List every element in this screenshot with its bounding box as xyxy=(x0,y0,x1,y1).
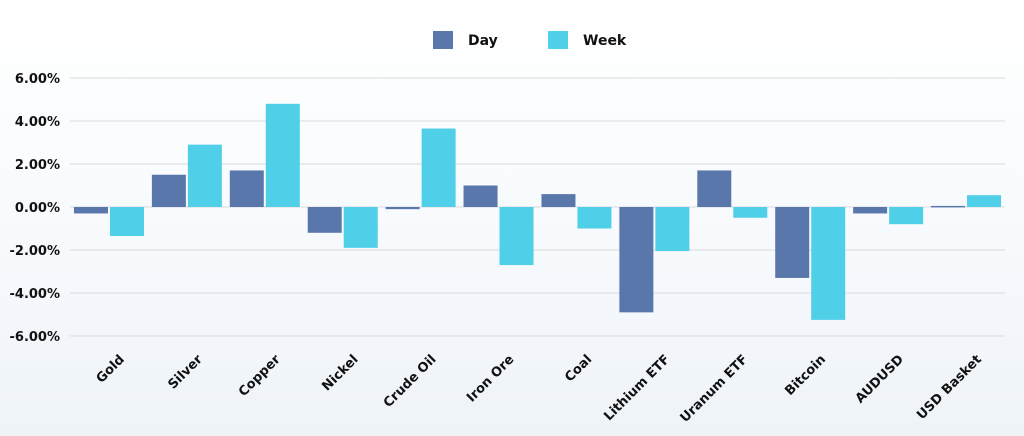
y-tick-label: 2.00% xyxy=(15,158,60,173)
bar-day-lithium-etf xyxy=(619,207,654,313)
x-axis-label: Crude Oil xyxy=(381,352,440,411)
x-axis-label: Copper xyxy=(236,352,284,400)
grid-layer xyxy=(70,77,1005,337)
bar-week-coal xyxy=(577,207,612,229)
y-tick-label: 4.00% xyxy=(15,115,60,130)
bar-day-crude-oil xyxy=(385,207,420,210)
bar-day-nickel xyxy=(307,207,342,233)
bar-day-silver xyxy=(151,174,186,207)
bar-week-copper xyxy=(265,103,300,207)
bar-day-audusd xyxy=(853,207,888,214)
y-tick-label: -6.00% xyxy=(10,330,61,345)
bar-day-coal xyxy=(541,194,576,207)
y-tick-label: 6.00% xyxy=(15,72,60,87)
x-axis-label: AUDUSD xyxy=(853,352,907,406)
bar-day-copper xyxy=(229,170,264,207)
bar-week-crude-oil xyxy=(421,128,456,207)
bar-week-usd-basket xyxy=(967,195,1002,207)
bar-week-audusd xyxy=(889,207,924,225)
x-axis-label: Nickel xyxy=(319,352,361,394)
y-axis-ticks: 6.00% 4.00% 2.00% 0.00% -2.00% -4.00% -6.00% xyxy=(10,72,61,345)
x-axis-label: Lithium ETF xyxy=(601,352,673,424)
bars-layer xyxy=(73,103,1002,320)
bar-day-iron-ore xyxy=(463,185,498,207)
bar-week-bitcoin xyxy=(811,207,846,320)
bar-week-silver xyxy=(187,144,222,207)
x-axis-labels: Gold Silver Copper Nickel Crude Oil Iron Ore C… xyxy=(94,352,985,426)
bar-day-bitcoin xyxy=(775,207,810,278)
x-axis-label: Coal xyxy=(562,352,595,385)
legend-swatch-week xyxy=(548,31,568,49)
x-axis-label: Gold xyxy=(94,352,128,386)
x-axis-label: Uranum ETF xyxy=(678,352,752,426)
x-axis-label: Bitcoin xyxy=(782,352,829,399)
bar-day-usd-basket xyxy=(931,205,966,208)
legend-label-week: Week xyxy=(583,33,627,49)
y-tick-label: -2.00% xyxy=(10,244,61,259)
bar-day-uranum-etf xyxy=(697,170,732,207)
x-axis-label: Silver xyxy=(165,352,206,393)
bar-week-iron-ore xyxy=(499,207,534,266)
legend-label-day: Day xyxy=(468,33,498,49)
bar-week-nickel xyxy=(343,207,378,248)
x-axis-label: USD Basket xyxy=(914,352,985,423)
x-axis-label: Iron Ore xyxy=(464,352,517,405)
bar-week-uranum-etf xyxy=(733,207,768,218)
bar-week-gold xyxy=(109,207,144,237)
legend: Day Week xyxy=(433,31,627,49)
legend-swatch-day xyxy=(433,31,453,49)
y-tick-label: 0.00% xyxy=(15,201,60,216)
bar-day-gold xyxy=(73,207,108,214)
y-tick-label: -4.00% xyxy=(10,287,61,302)
bar-week-lithium-etf xyxy=(655,207,690,252)
